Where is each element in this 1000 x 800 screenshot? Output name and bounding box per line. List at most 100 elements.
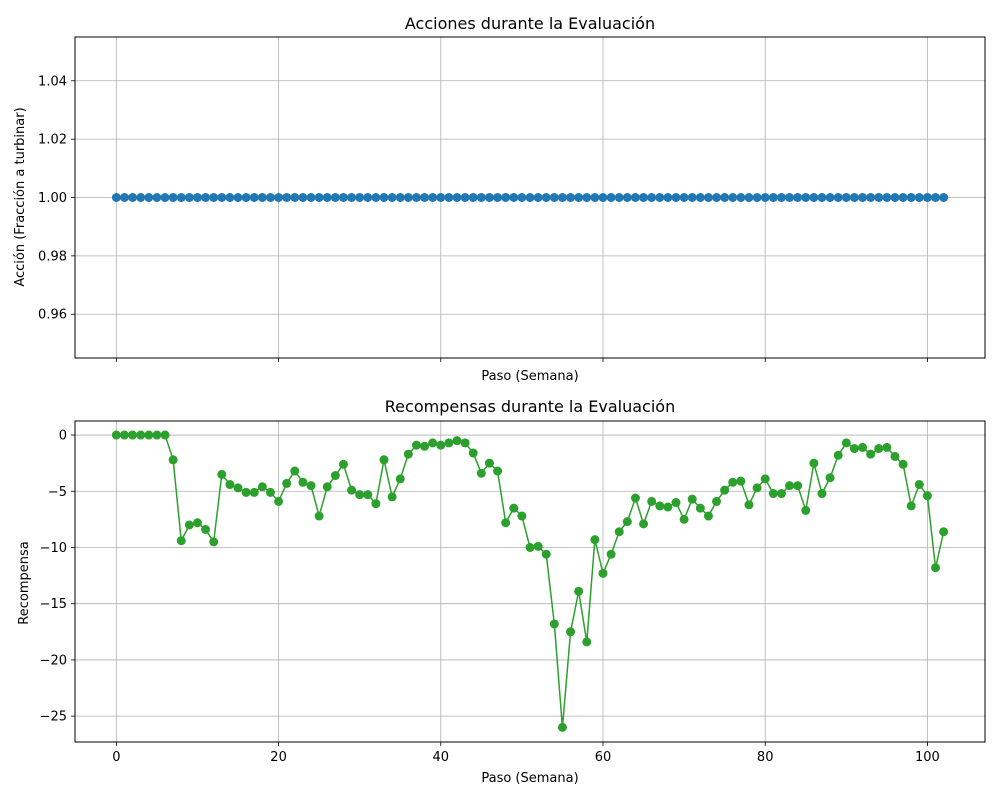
actions-y-tick-label: 1.04 — [38, 74, 67, 89]
rewards-x-tick-label: 80 — [757, 750, 774, 765]
rewards-data-point — [233, 483, 243, 493]
rewards-data-point — [257, 482, 267, 492]
actions-data-point — [752, 193, 762, 202]
actions-y-tick-label: 0.98 — [38, 249, 67, 264]
actions-data-point — [241, 193, 251, 202]
actions-data-point — [282, 193, 292, 202]
rewards-data-point — [663, 502, 673, 512]
actions-data-point — [306, 193, 316, 202]
rewards-data-point — [217, 469, 227, 479]
rewards-data-point — [209, 537, 219, 547]
rewards-series-0 — [111, 430, 949, 732]
rewards-data-point — [347, 485, 357, 495]
rewards-y-axis-label: Recompensa — [17, 541, 32, 624]
actions-data-point — [931, 193, 941, 202]
actions-data-point — [111, 193, 121, 202]
actions-data-point — [144, 193, 154, 202]
actions-data-point — [703, 193, 713, 202]
rewards-axes-frame — [74, 420, 986, 743]
actions-data-point — [720, 193, 730, 202]
rewards-data-point — [176, 536, 186, 546]
actions-data-point — [849, 193, 859, 202]
actions-data-point — [395, 193, 405, 202]
rewards-chart-title: Recompensas durante la Evaluación — [385, 397, 675, 416]
rewards-data-point — [606, 549, 616, 559]
actions-data-point — [882, 193, 892, 202]
actions-data-point — [209, 193, 219, 202]
rewards-data-point — [566, 627, 576, 637]
actions-data-point — [371, 193, 381, 202]
rewards-data-point — [549, 619, 559, 629]
actions-data-point — [833, 193, 843, 202]
rewards-data-point — [931, 563, 941, 573]
actions-data-point — [663, 193, 673, 202]
rewards-data-point — [590, 535, 600, 545]
actions-y-axis-label: Acción (Fracción a turbinar) — [13, 107, 28, 286]
actions-data-point — [736, 193, 746, 202]
rewards-data-point — [298, 477, 308, 487]
rewards-x-ticks: 0 20 40 60 80 100 — [112, 742, 940, 765]
actions-data-point — [939, 193, 949, 202]
actions-data-point — [525, 193, 535, 202]
actions-data-point — [866, 193, 876, 202]
rewards-data-point — [890, 451, 900, 461]
rewards-data-point — [338, 459, 348, 469]
actions-chart: Acciones durante la Evaluación Paso (Sem… — [13, 14, 986, 384]
rewards-grid — [75, 421, 985, 742]
rewards-data-point — [679, 514, 689, 524]
rewards-data-point — [598, 568, 608, 578]
rewards-data-point — [841, 438, 851, 448]
rewards-data-point — [144, 430, 154, 440]
rewards-data-point — [785, 481, 795, 491]
actions-data-point — [168, 193, 178, 202]
actions-data-point — [265, 193, 275, 202]
rewards-data-point — [509, 503, 519, 513]
actions-data-point — [290, 193, 300, 202]
actions-data-point — [776, 193, 786, 202]
rewards-data-point — [768, 489, 778, 499]
rewards-y-ticks: −25 −20 −15 −10 −5 0 — [40, 429, 75, 725]
actions-data-point — [476, 193, 486, 202]
actions-data-point — [922, 193, 932, 202]
rewards-data-point — [801, 505, 811, 515]
rewards-data-point — [428, 438, 438, 448]
actions-data-point — [744, 193, 754, 202]
actions-data-point — [468, 193, 478, 202]
rewards-data-point — [809, 458, 819, 468]
rewards-data-point — [582, 637, 592, 647]
rewards-x-tick-label: 20 — [270, 750, 287, 765]
actions-data-point — [387, 193, 397, 202]
actions-data-point — [671, 193, 681, 202]
actions-data-point — [192, 193, 202, 202]
actions-data-point — [728, 193, 738, 202]
rewards-data-point — [436, 440, 446, 450]
actions-data-point — [411, 193, 421, 202]
actions-data-point — [436, 193, 446, 202]
rewards-x-tick-label: 60 — [595, 750, 612, 765]
rewards-data-point — [720, 485, 730, 495]
rewards-data-point — [639, 519, 649, 529]
actions-data-point — [549, 193, 559, 202]
actions-data-point — [630, 193, 640, 202]
actions-data-point — [184, 193, 194, 202]
actions-data-point — [574, 193, 584, 202]
actions-data-point — [712, 193, 722, 202]
actions-data-point — [322, 193, 332, 202]
rewards-data-point — [906, 501, 916, 511]
rewards-data-point — [119, 430, 129, 440]
actions-data-point — [793, 193, 803, 202]
rewards-data-point — [403, 449, 413, 459]
actions-y-tick-label: 0.96 — [38, 308, 67, 323]
rewards-data-point — [622, 517, 632, 527]
actions-data-point — [687, 193, 697, 202]
rewards-data-point — [444, 438, 454, 448]
rewards-data-point — [493, 466, 503, 476]
actions-data-point — [825, 193, 835, 202]
actions-data-point — [858, 193, 868, 202]
rewards-y-tick-label: −15 — [40, 597, 67, 612]
rewards-data-point — [452, 436, 462, 446]
rewards-data-point — [525, 542, 535, 552]
rewards-data-point — [111, 430, 121, 440]
actions-data-point — [460, 193, 470, 202]
rewards-data-point — [395, 474, 405, 484]
